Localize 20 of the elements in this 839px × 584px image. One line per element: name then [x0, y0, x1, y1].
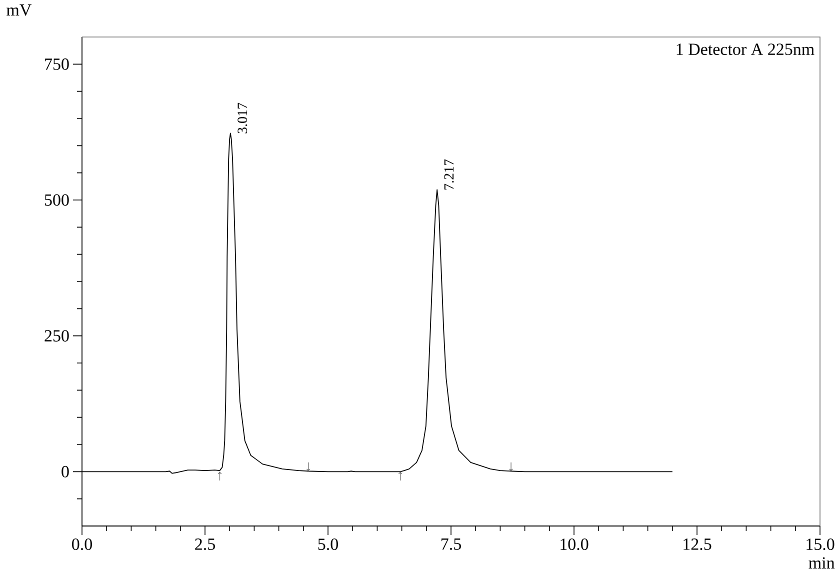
- annotation: ↓: [509, 462, 513, 472]
- x-tick-label: 10.0: [560, 538, 588, 550]
- x-tick-label: 15.0: [806, 538, 834, 550]
- annotation: ↓: [306, 462, 310, 472]
- x-tick-label: 12.5: [684, 538, 712, 550]
- annotation: ↑: [218, 472, 222, 480]
- x-tick-label: 2.5: [195, 538, 215, 550]
- y-tick-label: 500: [44, 194, 69, 206]
- y-tick-label: 0: [62, 466, 69, 478]
- annotation: 7.217: [444, 159, 454, 190]
- y-axis-title: mV: [6, 4, 32, 16]
- x-axis-title: min: [808, 557, 835, 568]
- y-tick-label: 250: [44, 330, 69, 342]
- x-tick-label: 0.0: [72, 538, 92, 550]
- text: 1 Detector A 225nm: [676, 44, 814, 56]
- annotation: 3.017: [238, 102, 248, 134]
- annotation: ↑: [398, 472, 402, 480]
- y-tick-label: 750: [45, 58, 69, 70]
- x-tick-label: 5.0: [318, 538, 338, 550]
- x-tick-label: 7.5: [442, 538, 461, 550]
